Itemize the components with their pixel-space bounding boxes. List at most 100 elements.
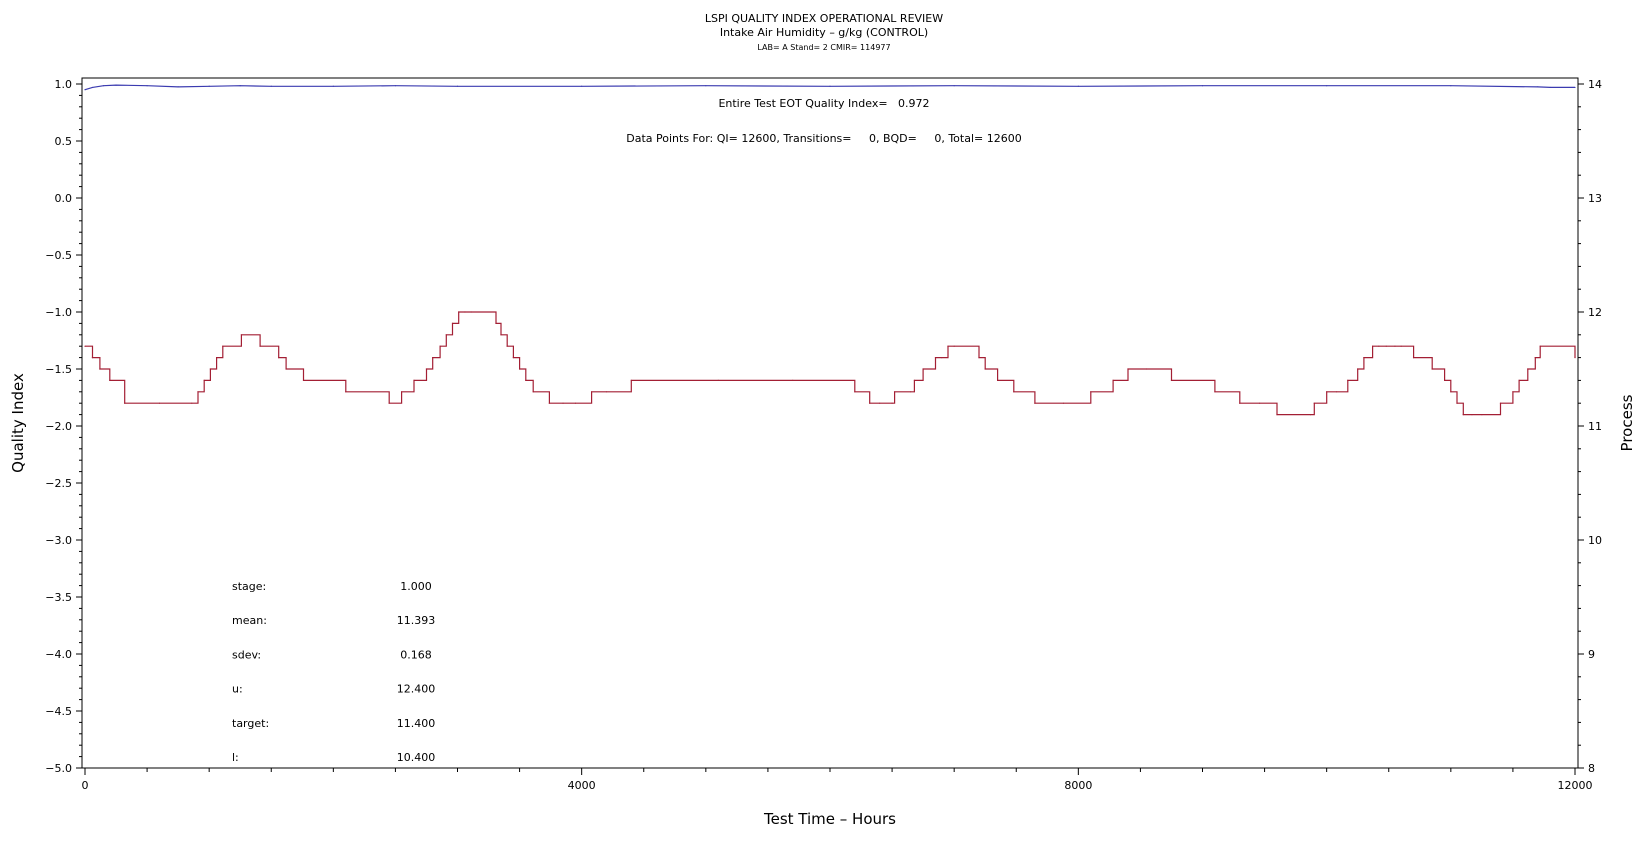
quality-index-point: [394, 85, 397, 87]
process-point: [922, 368, 924, 370]
process-point: [464, 311, 466, 313]
process-point: [1170, 379, 1173, 381]
quality-index-point: [103, 85, 105, 87]
stats-label: l:: [232, 751, 239, 764]
process-point: [259, 345, 261, 347]
x-tick-label: 12000: [1558, 779, 1593, 792]
quality-index-point: [270, 85, 272, 87]
series-layer: [84, 84, 1576, 416]
quality-index-point: [953, 85, 955, 87]
process-point: [1456, 402, 1458, 404]
y-right-tick-label: 12: [1588, 306, 1602, 319]
process-point: [1518, 379, 1520, 381]
quality-index-point: [208, 85, 210, 87]
y-left-tick-label: −5.0: [45, 762, 72, 775]
y-left-tick-label: −2.0: [45, 420, 72, 433]
process-point: [891, 402, 893, 404]
x-axis: 0 4000 8000 12000: [82, 768, 1593, 792]
process-point: [854, 391, 856, 393]
stats-value: 10.400: [397, 751, 436, 764]
process-point: [1357, 368, 1359, 370]
chart-subtitle: Intake Air Humidity – g/kg (CONTROL): [720, 26, 928, 39]
quality-index-point: [829, 85, 831, 87]
process-point: [1394, 345, 1396, 347]
y-left-tick-label: −1.0: [45, 306, 72, 319]
process-point: [947, 345, 949, 347]
y-left-tick-label: −0.5: [45, 249, 72, 262]
process-point: [910, 391, 912, 393]
process-point: [124, 402, 126, 404]
process-point: [1412, 357, 1415, 359]
plot-frame: [81, 77, 1579, 769]
process-point: [401, 391, 403, 393]
process-point: [1431, 368, 1433, 370]
left-axis: 1.0 0.5 0.0 −0.5 −1.0 −1.5 −2.0 −2.5 −3.0 −3.5 −4.…: [45, 78, 82, 775]
quality-index-point: [177, 86, 179, 88]
x-tick-label: 0: [82, 779, 89, 792]
process-point: [1146, 368, 1148, 370]
datapoints-annotation: Data Points For: QI= 12600, Transitions=…: [626, 132, 1021, 145]
y-right-tick-label: 9: [1588, 648, 1595, 661]
quality-index-point: [239, 85, 241, 87]
process-point: [1527, 368, 1529, 370]
process-point: [285, 368, 287, 370]
process-point: [792, 379, 794, 381]
process-point: [591, 391, 593, 393]
process-point: [1013, 391, 1015, 393]
process-point: [109, 379, 111, 381]
quality-index-point: [1201, 85, 1204, 87]
process-point: [1259, 402, 1261, 404]
process-point: [913, 379, 916, 381]
process-point: [532, 391, 534, 393]
process-point: [574, 402, 577, 404]
stats-label: u:: [232, 683, 243, 696]
process-point: [934, 357, 937, 359]
process-point: [525, 379, 527, 381]
process-point: [1471, 414, 1473, 416]
y-left-tick-label: −1.5: [45, 363, 72, 376]
process-point: [1363, 357, 1365, 359]
process-point: [1062, 402, 1065, 404]
process-point: [1534, 357, 1536, 359]
y-left-tick-label: −3.0: [45, 534, 72, 547]
process-point: [1481, 414, 1483, 416]
quality-index-point: [1077, 85, 1079, 87]
process-point: [869, 402, 871, 404]
process-point: [1090, 391, 1092, 393]
process-point: [562, 402, 564, 404]
process-point: [91, 357, 94, 359]
quality-index-point: [91, 86, 94, 89]
process-point: [717, 379, 719, 381]
process-point: [1326, 391, 1328, 393]
quality-index-point: [581, 85, 583, 87]
process-point: [1127, 368, 1129, 370]
process-point: [222, 345, 224, 347]
process-point: [388, 402, 390, 404]
x-axis-label: Test Time – Hours: [763, 810, 896, 828]
y-right-tick-label: 14: [1588, 78, 1602, 91]
process-point: [425, 368, 428, 370]
process-point: [99, 368, 101, 370]
process-point: [191, 402, 193, 404]
process-point: [1539, 345, 1541, 347]
process-point: [605, 391, 608, 393]
quality-index-point: [1537, 86, 1539, 88]
y-left-tick-label: −4.0: [45, 648, 72, 661]
y-left-tick-label: 0.5: [55, 135, 73, 148]
process-point: [997, 379, 999, 381]
stats-value: 0.168: [400, 648, 432, 661]
process-point: [458, 311, 460, 313]
process-point: [84, 345, 86, 347]
process-point: [445, 334, 447, 336]
process-point: [495, 322, 497, 324]
process-point: [1313, 402, 1315, 404]
process-point: [216, 357, 218, 359]
y-right-tick-label: 13: [1588, 192, 1602, 205]
stats-value: 1.000: [400, 580, 432, 593]
stats-box: stage: 1.000 mean: 11.393 sdev: 0.168 u: 12.400…: [232, 580, 435, 764]
chart-subsubtitle: LAB= A Stand= 2 CMIR= 114977: [757, 43, 890, 52]
quality-index-point: [1574, 86, 1576, 89]
y-right-tick-label: 8: [1588, 762, 1595, 775]
process-point: [439, 345, 441, 347]
